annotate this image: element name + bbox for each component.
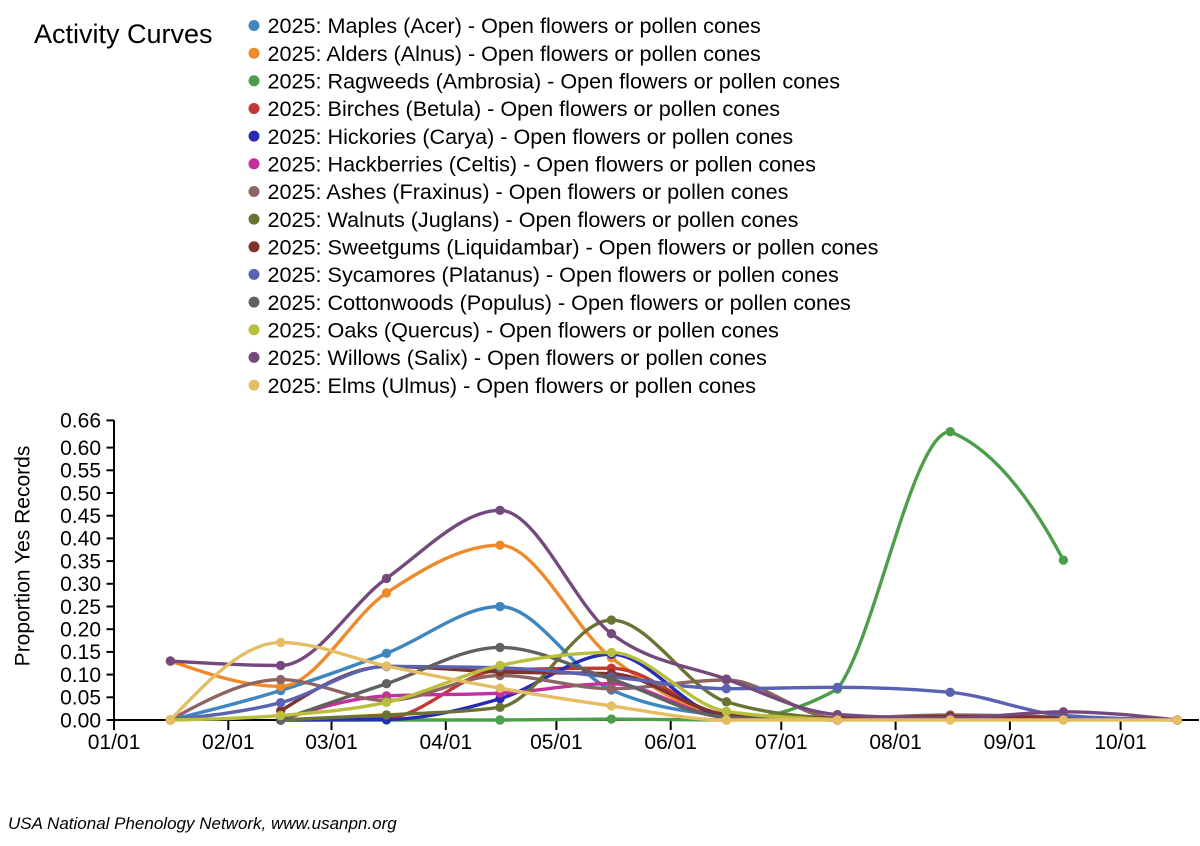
svg-text:2025: Ragweeds (Ambrosia) - Op: 2025: Ragweeds (Ambrosia) - Open flowers… [268,69,841,94]
svg-text:2025: Ashes (Fraxinus) - Open: 2025: Ashes (Fraxinus) - Open flowers or… [268,179,789,204]
svg-text:2025: Birches (Betula) - Open: 2025: Birches (Betula) - Open flowers or… [268,96,781,121]
svg-text:0.40: 0.40 [60,528,101,551]
svg-text:2025: Cottonwoods (Populus) -: 2025: Cottonwoods (Populus) - Open flowe… [268,290,852,315]
svg-text:0.20: 0.20 [60,619,101,642]
svg-text:07/01: 07/01 [755,731,808,754]
svg-text:2025: Hickories (Carya) - Open: 2025: Hickories (Carya) - Open flowers o… [268,124,794,149]
svg-text:0.35: 0.35 [60,550,101,573]
svg-text:0.25: 0.25 [60,596,101,619]
svg-text:Activity Curves: Activity Curves [34,19,213,49]
svg-text:08/01: 08/01 [869,731,922,754]
svg-text:Proportion Yes Records: Proportion Yes Records [12,446,35,667]
svg-text:05/01: 05/01 [530,731,583,754]
svg-text:09/01: 09/01 [984,731,1037,754]
svg-text:2025: Hackberries (Celtis) - O: 2025: Hackberries (Celtis) - Open flower… [268,152,817,177]
svg-text:0.15: 0.15 [60,641,101,664]
svg-text:0.30: 0.30 [60,573,101,596]
svg-text:03/01: 03/01 [305,731,358,754]
svg-text:0.66: 0.66 [60,410,101,433]
svg-text:2025: Elms (Ulmus) - Open flow: 2025: Elms (Ulmus) - Open flowers or pol… [268,373,757,398]
svg-text:2025: Willows (Salix) - Open f: 2025: Willows (Salix) - Open flowers or … [268,345,767,370]
svg-text:0.05: 0.05 [60,687,101,710]
svg-text:2025: Alders (Alnus) - Open fl: 2025: Alders (Alnus) - Open flowers or p… [268,41,762,66]
svg-text:2025: Sycamores (Platanus) - O: 2025: Sycamores (Platanus) - Open flower… [268,262,840,287]
svg-text:2025: Walnuts (Juglans) - Open: 2025: Walnuts (Juglans) - Open flowers o… [268,207,799,232]
svg-text:04/01: 04/01 [420,731,473,754]
svg-text:0.55: 0.55 [60,460,101,483]
svg-text:USA National Phenology Network: USA National Phenology Network, www.usan… [8,814,397,833]
svg-text:06/01: 06/01 [644,731,697,754]
svg-text:2025: Sweetgums (Liquidambar): 2025: Sweetgums (Liquidambar) - Open flo… [268,235,879,260]
svg-text:01/01: 01/01 [88,731,141,754]
svg-text:2025: Maples (Acer) - Open flo: 2025: Maples (Acer) - Open flowers or po… [268,13,761,38]
svg-text:0.00: 0.00 [60,709,101,732]
svg-text:0.10: 0.10 [60,664,101,687]
svg-text:0.50: 0.50 [60,482,101,505]
svg-text:0.60: 0.60 [60,437,101,460]
svg-text:0.45: 0.45 [60,505,101,528]
svg-text:2025: Oaks (Quercus) - Open fl: 2025: Oaks (Quercus) - Open flowers or p… [268,318,779,343]
svg-text:02/01: 02/01 [202,731,255,754]
svg-text:10/01: 10/01 [1094,731,1147,754]
